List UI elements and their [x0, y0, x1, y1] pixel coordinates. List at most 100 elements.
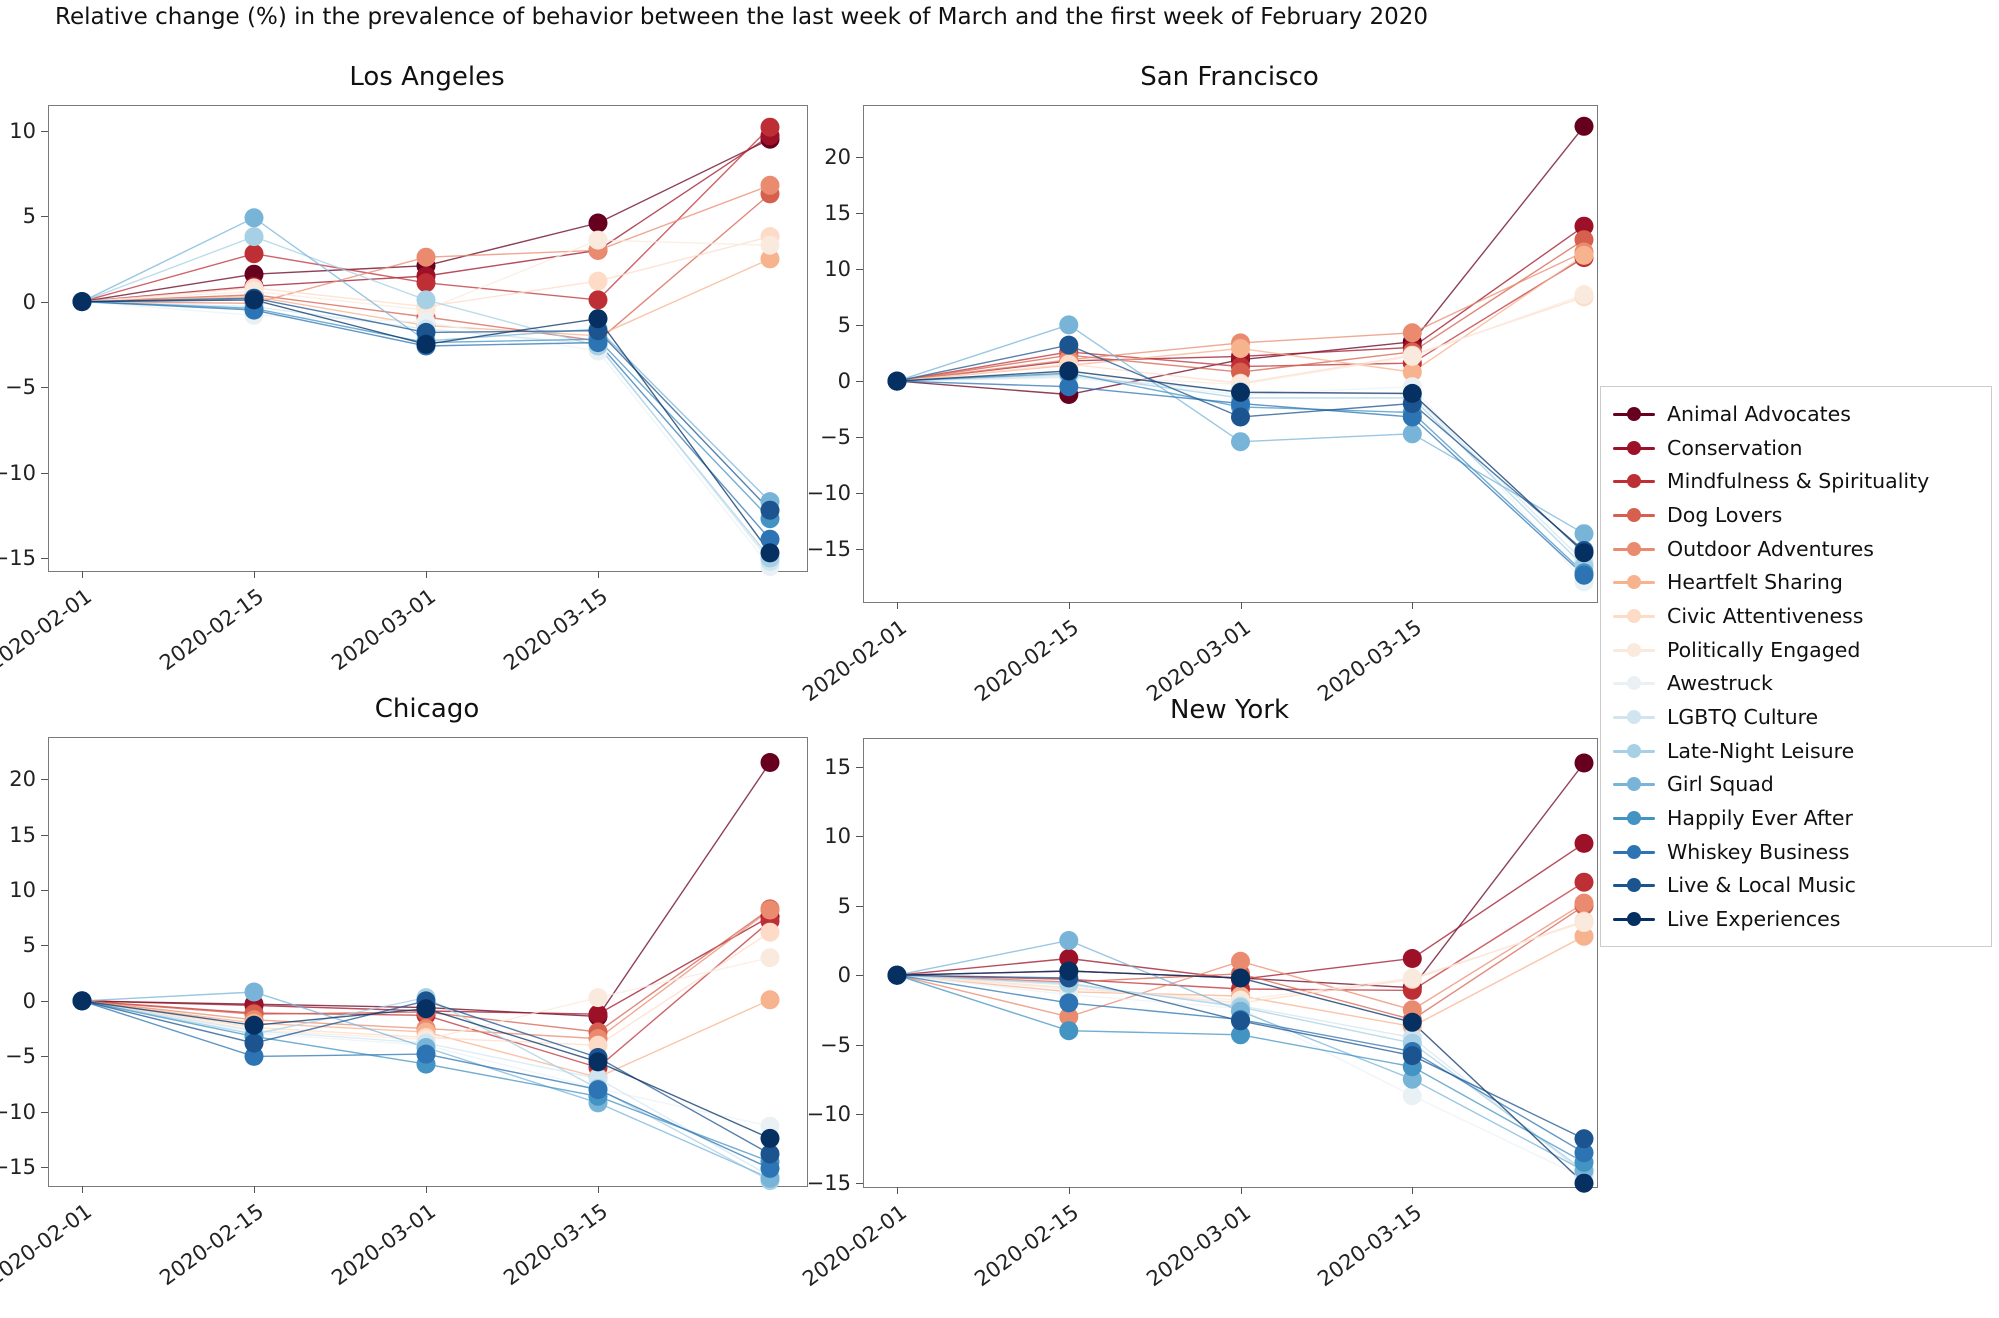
data-point: [760, 1158, 780, 1178]
y-tick-mark: [41, 387, 48, 389]
data-point: [588, 213, 608, 233]
legend-item-label: Politically Engaged: [1667, 637, 1861, 662]
y-tick-label: −10: [0, 460, 36, 485]
legend-item-label: Whiskey Business: [1667, 839, 1850, 864]
legend-series-marker-icon: [1613, 811, 1655, 826]
legend-series-marker-icon: [1613, 608, 1655, 623]
legend-series-marker-icon: [1613, 777, 1655, 792]
legend-item-label: Mindfulness & Spirituality: [1667, 469, 1930, 494]
plot-area: [863, 105, 1598, 603]
y-tick-label: 0: [837, 963, 851, 988]
x-tick-mark: [254, 1186, 255, 1193]
y-tick-label: 0: [22, 289, 36, 314]
y-tick-label: −10: [0, 1099, 36, 1124]
legend-item: Late-Night Leisure: [1613, 734, 1991, 768]
legend-series-marker-icon: [1613, 912, 1655, 927]
x-tick-mark: [426, 1186, 427, 1193]
y-tick-label: −5: [820, 425, 851, 450]
legend-item: LGBTQ Culture: [1613, 700, 1991, 734]
plot-area: [48, 737, 808, 1187]
data-point: [1059, 993, 1079, 1013]
data-point: [1574, 913, 1594, 932]
data-point: [1574, 565, 1594, 585]
data-point: [1574, 926, 1594, 946]
y-tick-label: 0: [837, 369, 851, 394]
y-tick-mark: [41, 1167, 48, 1169]
y-tick-mark: [856, 493, 863, 495]
x-tick-mark: [1068, 1187, 1070, 1194]
data-point: [244, 227, 264, 247]
legend-series-marker-icon: [1613, 642, 1655, 657]
data-point: [1059, 377, 1079, 397]
data-point: [760, 249, 780, 269]
legend-item-label: Live & Local Music: [1667, 873, 1856, 898]
data-point: [244, 244, 264, 264]
data-point: [416, 999, 436, 1019]
y-tick-mark: [856, 1113, 863, 1115]
data-point: [1059, 961, 1079, 981]
legend-series-marker-icon: [1613, 844, 1655, 859]
x-tick-mark: [1068, 602, 1070, 609]
legend-series-marker-icon: [1613, 676, 1655, 691]
data-point: [1574, 285, 1594, 305]
y-tick-label: 15: [824, 200, 851, 225]
data-point: [416, 247, 436, 267]
y-tick-mark: [856, 836, 863, 838]
legend-item: Animal Advocates: [1613, 397, 1991, 431]
legend-series-marker-icon: [1613, 507, 1655, 522]
x-tick-mark: [254, 571, 255, 578]
y-tick-label: 15: [9, 822, 36, 847]
legend-item-label: Civic Attentiveness: [1667, 603, 1864, 628]
legend: Animal Advocates Conservation Mindfulnes…: [1600, 386, 1992, 947]
legend-series-marker-icon: [1613, 575, 1655, 590]
y-tick-mark: [856, 1044, 863, 1046]
y-tick-label: 15: [824, 755, 851, 780]
legend-item-label: Outdoor Adventures: [1667, 536, 1874, 561]
x-tick-mark: [82, 1186, 83, 1193]
x-tick-mark: [897, 1187, 898, 1194]
y-tick-mark: [856, 381, 863, 383]
legend-item-label: Live Experiences: [1667, 907, 1841, 932]
y-tick-label: −15: [0, 546, 36, 571]
data-point: [588, 988, 608, 1008]
data-point: [416, 290, 436, 310]
data-point: [1231, 1011, 1250, 1031]
legend-item-label: Conservation: [1667, 435, 1803, 460]
y-tick-mark: [41, 216, 48, 218]
legend-item-label: Late-Night Leisure: [1667, 738, 1855, 763]
legend-item: Whiskey Business: [1613, 835, 1991, 869]
y-tick-label: 5: [837, 893, 851, 918]
legend-item: Girl Squad: [1613, 768, 1991, 802]
panel-title: Los Angeles: [349, 62, 505, 92]
legend-item-label: Dog Lovers: [1667, 502, 1783, 527]
legend-item-label: LGBTQ Culture: [1667, 705, 1819, 730]
data-point: [1059, 1007, 1079, 1027]
data-point: [588, 309, 608, 329]
data-point: [1574, 1173, 1594, 1193]
data-point: [1574, 543, 1594, 563]
y-tick-label: −10: [806, 1101, 851, 1126]
y-tick-mark: [41, 945, 48, 947]
y-tick-label: 5: [22, 933, 36, 958]
data-point: [1402, 323, 1422, 343]
x-tick-mark: [598, 1186, 599, 1193]
data-point: [760, 529, 780, 549]
data-point: [244, 982, 264, 1002]
data-point: [244, 290, 264, 310]
data-point: [1402, 949, 1422, 968]
data-point: [244, 1046, 264, 1066]
data-point: [588, 271, 608, 291]
data-point: [416, 1044, 436, 1064]
data-point: [1231, 968, 1250, 988]
y-tick-mark: [41, 301, 48, 303]
x-tick-mark: [1240, 602, 1242, 609]
legend-series-marker-icon: [1613, 710, 1655, 725]
data-point: [72, 991, 92, 1011]
y-tick-mark: [41, 1056, 48, 1058]
data-point: [1402, 407, 1422, 427]
data-point: [887, 371, 907, 391]
data-point: [760, 990, 780, 1010]
legend-item: Live Experiences: [1613, 902, 1991, 936]
